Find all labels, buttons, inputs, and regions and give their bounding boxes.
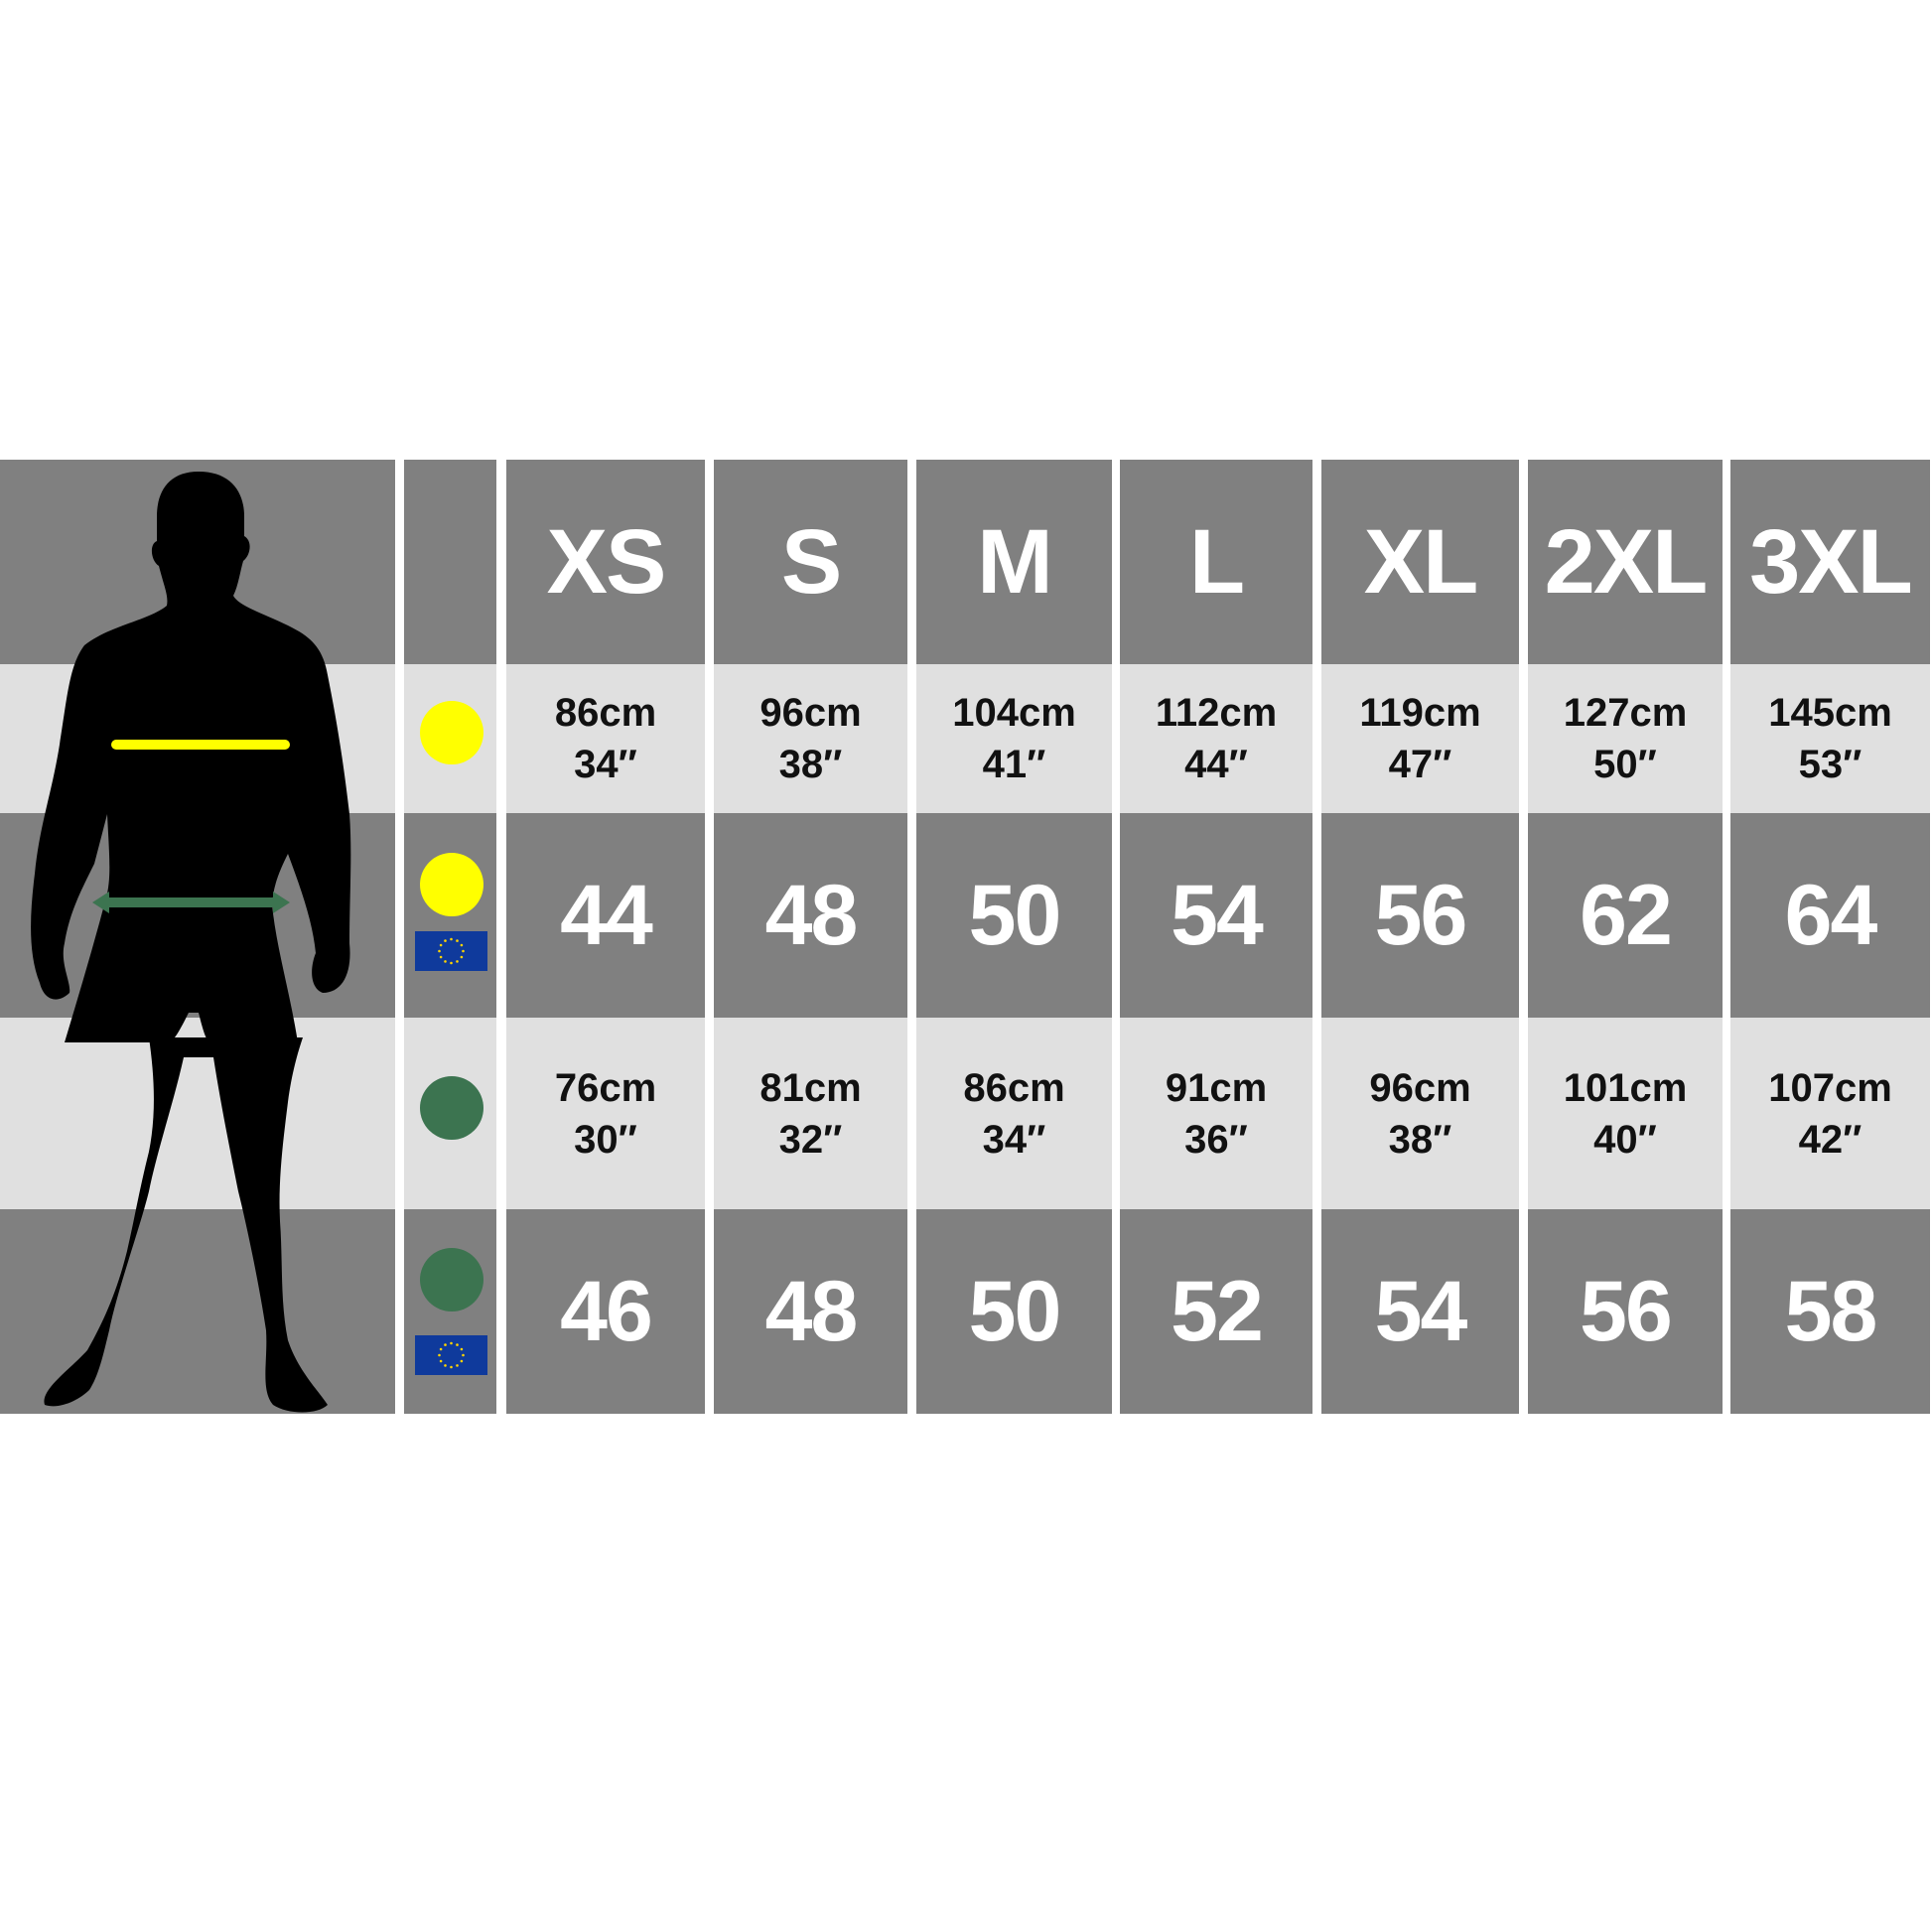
icon-cell-waist-eu <box>404 1209 496 1414</box>
chest-cm: 145cm <box>1768 691 1892 735</box>
waist-cell: 91cm 36″ <box>1120 1018 1312 1209</box>
chest-inches: 38″ <box>778 743 843 786</box>
chest-eu-cell: 56 <box>1321 813 1519 1018</box>
size-header: M <box>916 460 1112 664</box>
chest-eu-cell: 54 <box>1120 813 1312 1018</box>
chest-eu-size: 50 <box>968 867 1062 963</box>
chest-inches: 41″ <box>982 743 1046 786</box>
chest-eu-cell: 48 <box>714 813 907 1018</box>
chest-cell: 112cm 44″ <box>1120 664 1312 813</box>
chest-cm: 104cm <box>952 691 1076 735</box>
chest-cm: 112cm <box>1155 691 1278 735</box>
waist-eu-size: 58 <box>1784 1263 1878 1359</box>
chest-eu-cell: 50 <box>916 813 1112 1018</box>
waist-inches: 42″ <box>1798 1117 1863 1162</box>
chest-cell: 119cm 47″ <box>1321 664 1519 813</box>
waist-eu-cell: 46 <box>506 1209 705 1414</box>
chest-cm: 96cm <box>759 691 862 735</box>
waist-eu-size: 50 <box>968 1263 1062 1359</box>
chest-cm: 86cm <box>554 691 657 735</box>
waist-cell: 86cm 34″ <box>916 1018 1112 1209</box>
size-label: 2XL <box>1544 510 1709 613</box>
size-label: XS <box>546 510 667 613</box>
waist-eu-cell: 50 <box>916 1209 1112 1414</box>
chest-eu-cell: 64 <box>1730 813 1930 1018</box>
waist-eu-size: 48 <box>764 1263 859 1359</box>
size-header: XL <box>1321 460 1519 664</box>
waist-cell: 81cm 32″ <box>714 1018 907 1209</box>
size-header: L <box>1120 460 1312 664</box>
size-header: 3XL <box>1730 460 1930 664</box>
waist-eu-cell: 48 <box>714 1209 907 1414</box>
waist-eu-cell: 52 <box>1120 1209 1312 1414</box>
chest-eu-size: 54 <box>1171 867 1264 963</box>
waist-cm: 86cm <box>963 1065 1065 1110</box>
chest-measure-dot-icon <box>420 701 483 764</box>
waist-cell: 96cm 38″ <box>1321 1018 1519 1209</box>
waist-cm: 101cm <box>1563 1065 1688 1110</box>
chest-eu-cell: 62 <box>1528 813 1723 1018</box>
size-header: S <box>714 460 907 664</box>
chest-cell: 145cm 53″ <box>1730 664 1930 813</box>
chest-measure-line <box>111 740 290 750</box>
waist-cm: 76cm <box>554 1065 657 1110</box>
chest-eu-size: 56 <box>1374 867 1468 963</box>
chest-inches: 44″ <box>1184 743 1248 786</box>
waist-eu-size: 56 <box>1580 1263 1673 1359</box>
chest-cell: 127cm 50″ <box>1528 664 1723 813</box>
chest-eu-size: 64 <box>1784 867 1878 963</box>
eu-flag-icon <box>415 931 487 971</box>
size-label: XL <box>1363 510 1479 613</box>
waist-inches: 40″ <box>1593 1117 1657 1162</box>
chest-cell: 86cm 34″ <box>506 664 705 813</box>
chest-inches: 50″ <box>1593 743 1657 786</box>
waist-eu-size: 54 <box>1374 1263 1468 1359</box>
waist-inches: 34″ <box>982 1117 1046 1162</box>
waist-eu-size: 52 <box>1171 1263 1264 1359</box>
chest-cm: 119cm <box>1359 691 1481 735</box>
size-label: S <box>780 510 842 613</box>
eu-flag-icon <box>415 1335 487 1375</box>
waist-measure-dot-icon <box>420 1076 483 1140</box>
waist-cell: 76cm 30″ <box>506 1018 705 1209</box>
chest-measure-dot-icon <box>420 853 483 916</box>
waist-cell: 101cm 40″ <box>1528 1018 1723 1209</box>
chest-cell: 96cm 38″ <box>714 664 907 813</box>
waist-inches: 36″ <box>1184 1117 1248 1162</box>
waist-cm: 81cm <box>759 1065 862 1110</box>
size-label: 3XL <box>1749 510 1913 613</box>
waist-eu-size: 46 <box>560 1263 653 1359</box>
waist-eu-cell: 58 <box>1730 1209 1930 1414</box>
chest-eu-size: 44 <box>560 867 653 963</box>
waist-measure-dot-icon <box>420 1248 483 1311</box>
chest-inches: 47″ <box>1388 743 1452 786</box>
chest-eu-size: 48 <box>764 867 859 963</box>
waist-eu-cell: 56 <box>1528 1209 1723 1414</box>
size-header: 2XL <box>1528 460 1723 664</box>
person-silhouette-icon <box>31 472 351 1413</box>
chest-inches: 34″ <box>574 743 637 786</box>
icon-col-header <box>404 460 496 664</box>
chest-inches: 53″ <box>1798 743 1863 786</box>
size-label: L <box>1188 510 1245 613</box>
chest-eu-cell: 44 <box>506 813 705 1018</box>
waist-inches: 38″ <box>1388 1117 1452 1162</box>
waist-inches: 32″ <box>778 1117 843 1162</box>
waist-cm: 91cm <box>1165 1065 1268 1110</box>
waist-cm: 96cm <box>1369 1065 1471 1110</box>
waist-eu-cell: 54 <box>1321 1209 1519 1414</box>
size-header: XS <box>506 460 705 664</box>
chest-cell: 104cm 41″ <box>916 664 1112 813</box>
waist-cm: 107cm <box>1768 1065 1892 1110</box>
waist-cell: 107cm 42″ <box>1730 1018 1930 1209</box>
waist-inches: 30″ <box>574 1117 637 1162</box>
chest-cm: 127cm <box>1563 691 1688 735</box>
chest-eu-size: 62 <box>1580 867 1673 963</box>
size-label: M <box>977 510 1053 613</box>
